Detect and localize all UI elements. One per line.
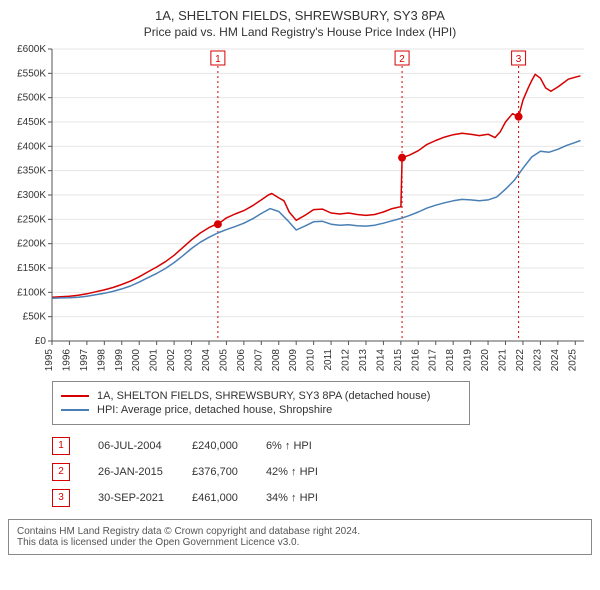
y-tick-label: £350K: [17, 166, 46, 177]
x-tick-label: 2024: [550, 349, 561, 372]
event-delta: 34% ↑ HPI: [252, 485, 332, 511]
event-marker-flag: 2: [399, 54, 405, 65]
event-price: £461,000: [178, 485, 252, 511]
x-tick-label: 2012: [341, 349, 352, 372]
footer-line: This data is licensed under the Open Gov…: [17, 537, 583, 548]
attribution-footer: Contains HM Land Registry data © Crown c…: [8, 519, 592, 555]
x-tick-label: 1996: [61, 349, 72, 372]
event-price: £376,700: [178, 459, 252, 485]
x-tick-label: 1997: [79, 349, 90, 372]
events-table: 1 06-JUL-2004£240,0006% ↑ HPI 2 26-JAN-2015…: [38, 433, 332, 511]
event-marker-flag: 3: [516, 54, 522, 65]
event-date: 30-SEP-2021: [84, 485, 178, 511]
y-tick-label: £550K: [17, 68, 46, 79]
legend: 1A, SHELTON FIELDS, SHREWSBURY, SY3 8PA …: [52, 381, 470, 425]
y-tick-label: £600K: [17, 44, 46, 55]
x-tick-label: 2008: [271, 349, 282, 372]
legend-label: 1A, SHELTON FIELDS, SHREWSBURY, SY3 8PA …: [97, 390, 430, 402]
x-tick-label: 2020: [480, 349, 491, 372]
y-tick-label: £500K: [17, 93, 46, 104]
x-tick-label: 2017: [428, 349, 439, 372]
event-delta: 6% ↑ HPI: [252, 433, 332, 459]
x-tick-label: 2013: [358, 349, 369, 372]
legend-label: HPI: Average price, detached house, Shro…: [97, 404, 332, 416]
price-chart: £0 £50K £100K £150K £200K £250K £300K £350K £400…: [8, 43, 592, 373]
x-tick-label: 2000: [131, 349, 142, 372]
x-tick-label: 1995: [44, 349, 55, 372]
x-tick-label: 2018: [445, 349, 456, 372]
x-tick-label: 1999: [114, 349, 125, 372]
chart-subtitle: Price paid vs. HM Land Registry's House …: [8, 25, 592, 39]
x-tick-label: 2015: [393, 349, 404, 372]
event-row: 2 26-JAN-2015£376,70042% ↑ HPI: [38, 459, 332, 485]
footer-line: Contains HM Land Registry data © Crown c…: [17, 526, 583, 537]
y-tick-label: £400K: [17, 141, 46, 152]
x-tick-label: 2025: [567, 349, 578, 372]
y-tick-label: £250K: [17, 214, 46, 225]
y-tick-label: £450K: [17, 117, 46, 128]
x-tick-label: 2011: [323, 349, 334, 371]
legend-swatch: [61, 395, 89, 397]
x-tick-label: 2002: [166, 349, 177, 372]
legend-item: 1A, SHELTON FIELDS, SHREWSBURY, SY3 8PA …: [61, 390, 461, 402]
event-date: 26-JAN-2015: [84, 459, 178, 485]
x-tick-label: 2023: [532, 349, 543, 372]
event-marker-flag: 1: [215, 54, 221, 65]
x-tick-label: 2003: [184, 349, 195, 372]
event-delta: 42% ↑ HPI: [252, 459, 332, 485]
y-tick-label: £200K: [17, 239, 46, 250]
x-tick-label: 2016: [410, 349, 421, 372]
event-marker-box: 2: [52, 463, 70, 481]
x-tick-label: 2022: [515, 349, 526, 372]
event-marker-box: 1: [52, 437, 70, 455]
x-tick-label: 2010: [306, 349, 317, 372]
x-tick-label: 2021: [498, 349, 509, 372]
y-tick-label: £300K: [17, 190, 46, 201]
event-row: 1 06-JUL-2004£240,0006% ↑ HPI: [38, 433, 332, 459]
y-tick-label: £150K: [17, 263, 46, 274]
x-tick-label: 2014: [375, 349, 386, 372]
x-tick-label: 2001: [149, 349, 160, 372]
chart-title: 1A, SHELTON FIELDS, SHREWSBURY, SY3 8PA: [8, 8, 592, 23]
x-tick-label: 2019: [463, 349, 474, 372]
event-row: 3 30-SEP-2021£461,00034% ↑ HPI: [38, 485, 332, 511]
event-price: £240,000: [178, 433, 252, 459]
legend-item: HPI: Average price, detached house, Shro…: [61, 404, 461, 416]
y-tick-label: £50K: [23, 312, 47, 323]
x-tick-label: 2006: [236, 349, 247, 372]
x-tick-label: 2005: [218, 349, 229, 372]
event-marker-box: 3: [52, 489, 70, 507]
x-tick-label: 2009: [288, 349, 299, 372]
y-tick-label: £0: [35, 336, 47, 347]
x-tick-label: 2004: [201, 349, 212, 372]
x-tick-label: 2007: [253, 349, 264, 372]
event-date: 06-JUL-2004: [84, 433, 178, 459]
legend-swatch: [61, 409, 89, 411]
x-tick-label: 1998: [96, 349, 107, 372]
y-tick-label: £100K: [17, 287, 46, 298]
